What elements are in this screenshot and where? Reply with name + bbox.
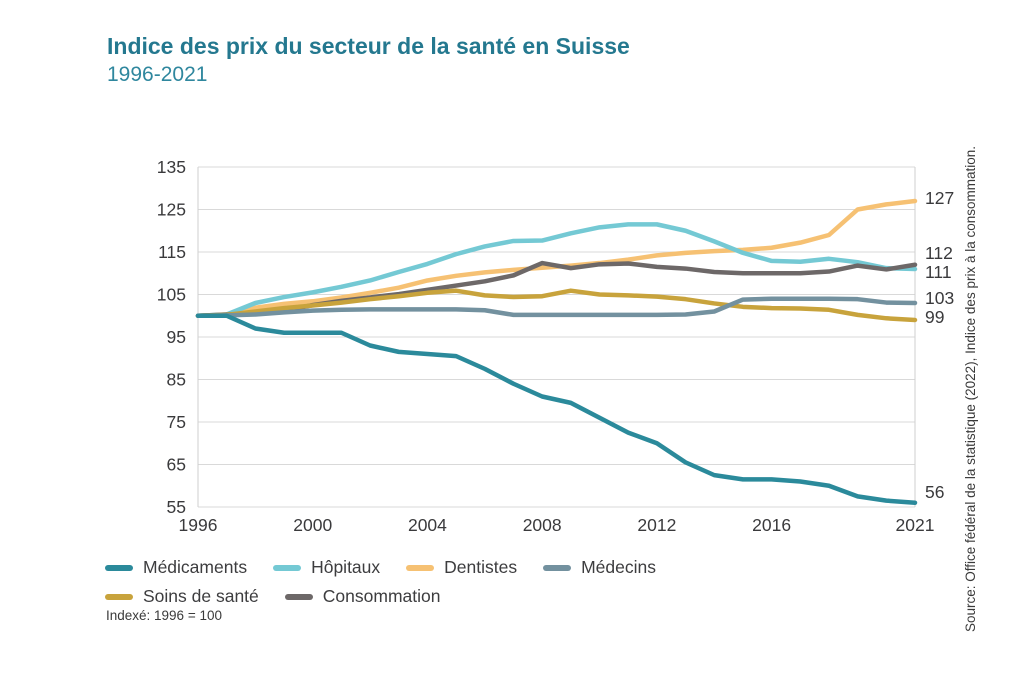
- legend-swatch: [543, 564, 572, 571]
- y-axis-tick-label: 95: [167, 327, 186, 347]
- series-line-Soins de santé: [195, 288, 918, 323]
- x-axis-tick-label: 2000: [293, 515, 332, 535]
- legend-swatch: [406, 564, 435, 571]
- chart-header: Indice des prix du secteur de la santé e…: [107, 33, 630, 87]
- x-axis-tick-label: 1996: [179, 515, 218, 535]
- legend-label: Médicaments: [143, 557, 248, 577]
- x-axis-tick-label: 2016: [752, 515, 791, 535]
- legend-label: Dentistes: [444, 557, 518, 577]
- end-value-label-Médicaments: 56: [925, 482, 944, 502]
- legend-swatch: [105, 564, 133, 571]
- y-axis-tick-label: 55: [167, 497, 186, 517]
- source-note: Source: Office fédéral de la statistique…: [963, 145, 978, 632]
- legend-item-Médecins: Médecins: [543, 557, 656, 578]
- legend-label: Consommation: [322, 586, 441, 606]
- end-value-label-Dentistes: 127: [925, 188, 954, 208]
- y-axis-tick-label: 115: [158, 242, 186, 262]
- legend-label: Hôpitaux: [311, 557, 381, 577]
- series-line-Médicaments: [195, 313, 918, 505]
- series-line-Hôpitaux: [195, 222, 918, 318]
- x-axis-tick-label: 2008: [523, 515, 562, 535]
- index-footnote: Indexé: 1996 = 100: [106, 608, 222, 623]
- chart-legend: Médicaments Hôpitaux Dentistes Médecins Soin…: [105, 557, 705, 607]
- legend-item-Soins de santé: Soins de santé: [105, 586, 259, 607]
- legend-label: Soins de santé: [143, 586, 259, 606]
- end-value-label-Consommation: 112: [925, 243, 953, 263]
- page-title: Indice des prix du secteur de la santé e…: [107, 33, 630, 59]
- end-value-label-Médecins: 103: [925, 288, 954, 308]
- y-axis-tick-label: 135: [157, 157, 186, 177]
- x-axis-tick-label: 2004: [408, 515, 447, 535]
- x-axis-tick-label: 2012: [637, 515, 676, 535]
- legend-item-Dentistes: Dentistes: [406, 557, 517, 578]
- y-axis-tick-label: 75: [167, 412, 186, 432]
- x-axis-tick-label: 2021: [896, 515, 935, 535]
- legend-item-Consommation: Consommation: [284, 586, 441, 607]
- series-line-Médecins: [195, 296, 918, 318]
- legend-swatch: [273, 564, 302, 571]
- legend-swatch: [284, 593, 313, 600]
- y-axis-tick-label: 105: [157, 285, 186, 305]
- page-subtitle: 1996-2021: [107, 63, 208, 87]
- end-value-label-Soins de santé: 99: [925, 307, 944, 327]
- legend-item-Médicaments: Médicaments: [105, 557, 247, 578]
- end-value-label-Hôpitaux: 111: [925, 262, 952, 282]
- legend-item-Hôpitaux: Hôpitaux: [273, 557, 380, 578]
- legend-swatch: [105, 593, 133, 600]
- y-axis-tick-label: 125: [157, 200, 186, 220]
- y-axis-tick-label: 65: [167, 455, 186, 475]
- legend-label: Médecins: [581, 557, 657, 577]
- y-axis-tick-label: 85: [167, 370, 186, 390]
